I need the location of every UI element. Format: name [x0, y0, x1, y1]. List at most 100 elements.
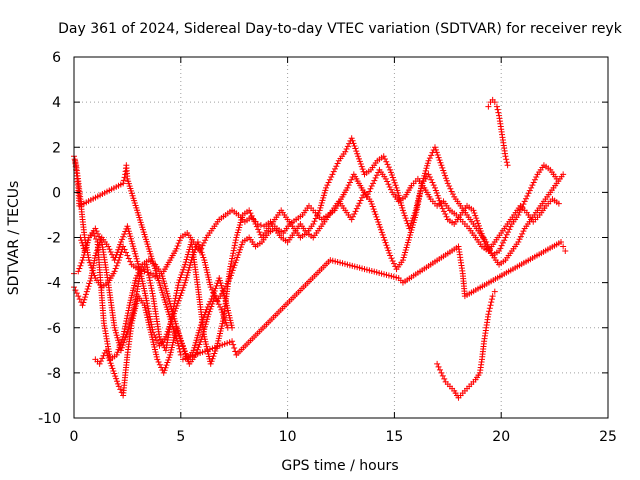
data-point-trace-c — [437, 200, 444, 207]
data-point-trace-c — [505, 229, 512, 236]
data-point-trace-e — [197, 338, 204, 345]
data-point-trace-b — [515, 239, 522, 246]
data-point-trace-a — [366, 188, 373, 195]
data-point-trace-c — [470, 207, 477, 214]
data-point-trace-c — [147, 282, 154, 289]
data-point-trace-b — [348, 216, 355, 223]
data-point-trace-e — [103, 349, 110, 356]
data-point-trace-g — [503, 156, 510, 163]
data-point-trace-c — [113, 329, 120, 336]
data-point-trace-g — [495, 109, 502, 116]
data-point-trace-b — [198, 249, 205, 256]
data-point-trace-c — [157, 336, 164, 343]
data-point-trace-d — [81, 248, 88, 255]
x-tick-label: 5 — [176, 429, 185, 445]
data-point-trace-c — [496, 248, 503, 255]
data-point-trace-b — [85, 283, 92, 290]
data-point-trace-h — [558, 239, 565, 246]
data-point-trace-c — [520, 201, 527, 208]
data-point-trace-c — [438, 202, 445, 209]
y-tick-label: 4 — [52, 95, 61, 111]
data-point-trace-b — [422, 167, 429, 174]
data-point-trace-c — [94, 230, 101, 237]
data-point-trace-b — [130, 243, 137, 250]
data-point-trace-c — [146, 277, 153, 284]
data-point-trace-c — [342, 148, 349, 155]
data-point-trace-c — [477, 228, 484, 235]
data-point-trace-c — [182, 261, 189, 268]
data-point-trace-c — [356, 158, 363, 165]
data-point-trace-a — [344, 184, 351, 191]
data-point-trace-b — [195, 241, 202, 248]
data-point-trace-c — [410, 215, 417, 222]
data-point-trace-b — [390, 260, 397, 267]
data-point-trace-c — [502, 234, 509, 241]
data-point-trace-e — [115, 383, 122, 390]
data-point-trace-d — [167, 300, 174, 307]
data-point-trace-c — [472, 212, 479, 219]
data-point-trace-g — [485, 103, 492, 110]
data-point-trace-h — [120, 177, 127, 184]
data-point-trace-c — [234, 229, 241, 236]
data-point-trace-b — [368, 200, 375, 207]
data-point-trace-h — [560, 243, 567, 250]
data-point-trace-c — [310, 220, 317, 227]
data-point-trace-c — [334, 160, 341, 167]
data-point-trace-c — [172, 292, 179, 299]
data-point-trace-d — [194, 334, 201, 341]
data-point-trace-b — [400, 254, 407, 261]
data-point-trace-b — [356, 200, 363, 207]
data-point-trace-b — [106, 246, 113, 253]
data-point-trace-d — [121, 325, 128, 332]
data-point-trace-c — [352, 145, 359, 152]
data-point-trace-c — [506, 226, 513, 233]
x-tick-labels: 0 5 10 15 20 25 — [70, 429, 617, 445]
data-point-trace-d — [198, 319, 205, 326]
data-point-trace-c — [253, 223, 260, 230]
data-point-trace-e — [206, 308, 213, 315]
data-point-trace-c — [399, 204, 406, 211]
data-point-trace-c — [482, 240, 489, 247]
data-point-trace-c — [501, 237, 508, 244]
data-point-trace-b — [389, 257, 396, 264]
data-point-trace-b — [370, 206, 377, 213]
data-point-trace-a — [384, 178, 391, 185]
data-point-trace-b — [133, 255, 140, 262]
data-point-trace-c — [406, 225, 413, 232]
data-point-trace-c — [382, 155, 389, 162]
data-point-trace-a — [373, 172, 380, 179]
data-point-trace-b — [382, 239, 389, 246]
data-point-trace-f — [438, 369, 445, 376]
data-point-trace-b — [83, 288, 90, 295]
data-point-trace-d — [126, 304, 133, 311]
data-point-trace-c — [521, 198, 528, 205]
data-point-trace-c — [390, 177, 397, 184]
data-point-trace-c — [515, 211, 522, 218]
data-point-trace-d — [161, 280, 168, 287]
data-point-trace-c — [388, 169, 395, 176]
data-point-trace-c — [380, 153, 387, 160]
data-point-trace-c — [177, 274, 184, 281]
data-point-trace-c — [349, 137, 356, 144]
data-point-trace-b — [114, 249, 121, 256]
data-point-trace-c — [435, 195, 442, 202]
data-point-trace-c — [231, 245, 238, 252]
data-point-trace-b — [207, 284, 214, 291]
data-point-trace-e — [215, 301, 222, 308]
data-point-trace-d — [170, 313, 177, 320]
data-point-trace-c — [393, 184, 400, 191]
y-tick-label: -8 — [47, 366, 61, 382]
data-point-trace-c — [529, 182, 536, 189]
data-point-trace-e — [156, 361, 163, 368]
data-point-trace-d — [164, 293, 171, 300]
data-point-trace-e — [114, 378, 121, 385]
data-point-trace-b — [519, 230, 526, 237]
data-point-trace-d — [90, 229, 97, 236]
data-point-trace-c — [145, 269, 152, 276]
data-point-trace-a — [348, 176, 355, 183]
data-point-trace-c — [397, 197, 404, 204]
data-point-trace-b — [377, 224, 384, 231]
data-point-trace-b — [184, 272, 191, 279]
data-point-trace-c — [408, 220, 415, 227]
data-point-trace-b — [237, 244, 244, 251]
